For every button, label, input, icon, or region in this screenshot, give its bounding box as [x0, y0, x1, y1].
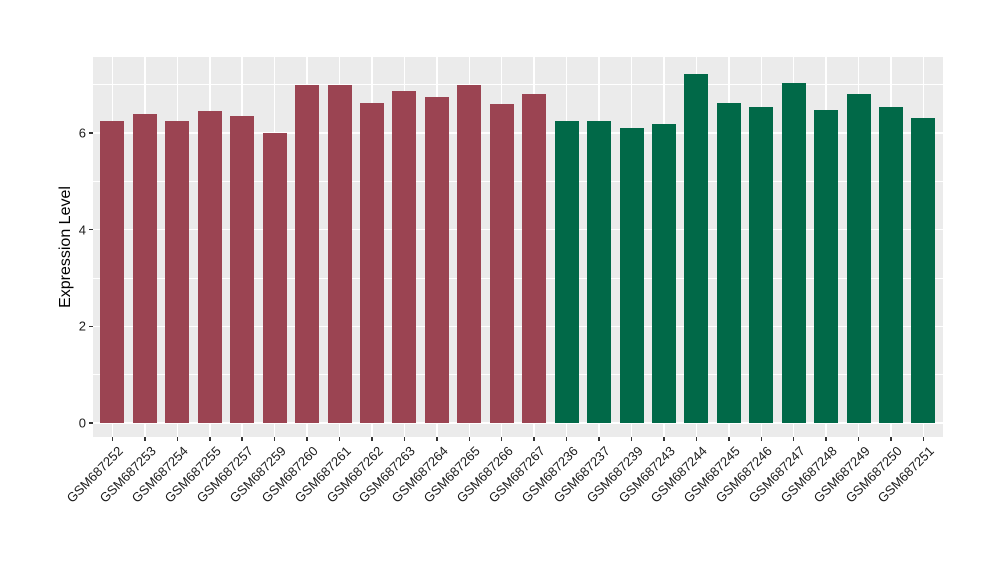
x-tick-mark-GSM687244 [695, 437, 698, 441]
bar-GSM687251 [911, 118, 936, 423]
y-tick-label-4: 4 [78, 222, 86, 238]
bar-GSM687247 [781, 83, 806, 423]
bar-GSM687265 [457, 84, 482, 423]
bar-GSM687257 [230, 115, 255, 423]
gridline-major-y0 [93, 422, 943, 424]
x-tick-mark-GSM687249 [857, 437, 860, 441]
bar-GSM687249 [846, 94, 871, 423]
x-tick-mark-GSM687252 [111, 437, 114, 441]
x-tick-mark-GSM687267 [533, 437, 535, 441]
bar-GSM687244 [684, 74, 709, 423]
bar-GSM687248 [814, 110, 839, 423]
x-tick-mark-GSM687253 [144, 437, 146, 441]
bar-GSM687264 [424, 96, 449, 423]
x-tick-mark-GSM687237 [598, 437, 600, 441]
x-tick-mark-GSM687251 [922, 437, 925, 441]
x-tick-mark-GSM687254 [176, 437, 179, 441]
x-tick-mark-GSM687265 [468, 437, 471, 441]
x-tick-mark-GSM687257 [241, 437, 243, 441]
x-tick-mark-GSM687264 [436, 437, 438, 441]
bar-GSM687245 [716, 103, 741, 423]
bar-GSM687253 [132, 114, 157, 423]
y-axis-title: Expression Level [57, 186, 74, 308]
x-tick-mark-GSM687266 [500, 437, 503, 441]
gridline-minor-y1 [93, 374, 943, 376]
x-tick-mark-GSM687245 [728, 437, 730, 441]
x-tick-mark-GSM687246 [760, 437, 762, 441]
x-tick-mark-GSM687261 [338, 437, 341, 441]
bar-GSM687261 [327, 84, 352, 423]
y-tick-mark-0 [89, 422, 93, 424]
bar-GSM687252 [100, 120, 125, 423]
plot-panel [93, 57, 943, 437]
x-tick-mark-GSM687262 [371, 437, 373, 441]
x-tick-mark-GSM687243 [663, 437, 665, 441]
bar-GSM687263 [392, 90, 417, 423]
gridline-minor-y3 [93, 277, 943, 279]
x-tick-mark-GSM687239 [630, 437, 633, 441]
gridline-minor-y7 [93, 84, 943, 86]
bar-GSM687250 [879, 106, 904, 423]
x-tick-mark-GSM687259 [273, 437, 276, 441]
bar-GSM687260 [295, 84, 320, 423]
y-tick-mark-6 [89, 132, 93, 134]
bar-GSM687267 [522, 93, 547, 423]
bar-GSM687243 [651, 124, 676, 423]
bar-GSM687259 [262, 132, 287, 423]
bar-GSM687236 [554, 121, 579, 423]
gridline-major-y2 [93, 325, 943, 328]
y-tick-label-6: 6 [78, 125, 86, 141]
x-tick-mark-GSM687236 [565, 437, 568, 441]
gridline-major-y4 [93, 228, 943, 231]
y-tick-label-0: 0 [78, 415, 86, 431]
bar-GSM687237 [587, 121, 612, 423]
x-tick-mark-GSM687247 [792, 437, 795, 441]
bar-GSM687262 [359, 103, 384, 423]
bar-GSM687254 [165, 120, 190, 423]
x-tick-mark-GSM687248 [825, 437, 827, 441]
y-tick-mark-4 [89, 228, 93, 231]
x-tick-mark-GSM687263 [403, 437, 406, 441]
y-tick-mark-2 [89, 325, 93, 328]
bar-GSM687239 [619, 128, 644, 423]
bar-GSM687255 [197, 110, 222, 423]
x-tick-mark-GSM687260 [306, 437, 308, 441]
y-tick-label-2: 2 [78, 318, 86, 334]
gridline-minor-y5 [93, 180, 943, 182]
bar-GSM687266 [489, 104, 514, 423]
x-tick-mark-GSM687250 [890, 437, 892, 441]
gridline-major-y6 [93, 132, 943, 134]
bar-GSM687246 [749, 107, 774, 423]
x-tick-mark-GSM687255 [209, 437, 211, 441]
